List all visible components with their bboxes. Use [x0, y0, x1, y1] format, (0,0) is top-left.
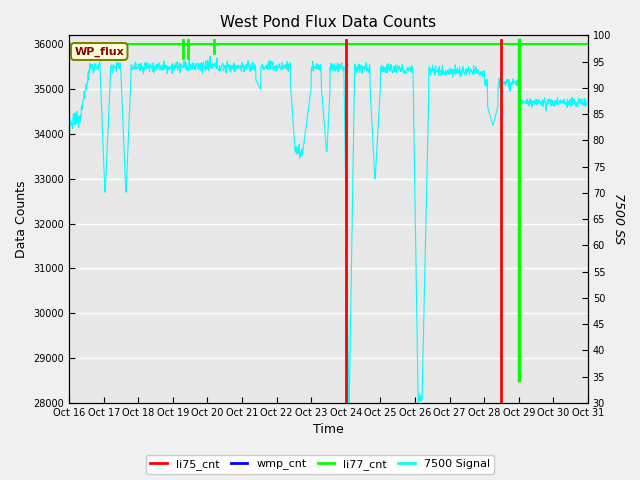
X-axis label: Time: Time — [313, 423, 344, 436]
Text: WP_flux: WP_flux — [74, 47, 124, 57]
Title: West Pond Flux Data Counts: West Pond Flux Data Counts — [220, 15, 436, 30]
Y-axis label: Data Counts: Data Counts — [15, 180, 28, 258]
Y-axis label: 7500 SS: 7500 SS — [612, 193, 625, 245]
Legend: li75_cnt, wmp_cnt, li77_cnt, 7500 Signal: li75_cnt, wmp_cnt, li77_cnt, 7500 Signal — [146, 455, 494, 474]
